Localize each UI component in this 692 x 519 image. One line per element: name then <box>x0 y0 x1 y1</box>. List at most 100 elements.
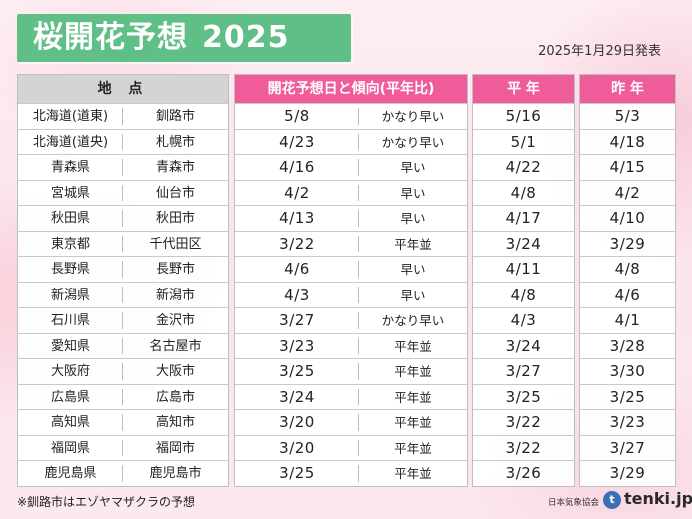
city-cell: 新潟市 <box>155 287 195 303</box>
forecast-date-cell: 4/6 <box>235 257 359 282</box>
forecast-date-cell: 3/25 <box>235 359 359 384</box>
table-row: 5/8 かなり早い <box>235 103 467 129</box>
table-row: 3/22 平年並 <box>235 230 467 257</box>
table-row: 長野県 長野市 <box>18 256 228 282</box>
prefecture-cell: 鹿児島県 <box>18 461 123 486</box>
normal-date-cell: 5/1 <box>510 132 537 151</box>
table-row: 3/26 <box>473 460 574 486</box>
table-row: 秋田県 秋田市 <box>18 205 228 231</box>
trend-cell: 平年並 <box>394 338 432 354</box>
forecast-date-cell: 3/20 <box>235 410 359 435</box>
city-cell: 金沢市 <box>155 313 195 328</box>
last-year-date-cell: 3/28 <box>609 336 646 355</box>
table-row: 3/24 <box>473 332 574 359</box>
normal-date-cell: 3/27 <box>505 362 542 380</box>
last-year-date-cell: 4/18 <box>609 132 646 151</box>
normal-date-cell: 4/17 <box>505 209 542 227</box>
table-row: 4/3 早い <box>235 281 467 308</box>
table-row: 4/8 <box>580 256 675 282</box>
title-text: 桜開花予想 <box>33 20 188 55</box>
table-row: 宮城県 仙台市 <box>18 179 228 206</box>
table-row: 4/10 <box>580 205 675 231</box>
prefecture-cell: 広島県 <box>18 385 123 410</box>
table-row: 石川県 金沢市 <box>18 307 228 333</box>
trend-cell: かなり早い <box>381 313 445 328</box>
city-cell: 釧路市 <box>155 109 195 124</box>
table-row: 4/8 <box>473 179 574 206</box>
location-column: 地 点 北海道(道東) 釧路市 北海道(道央) 札幌市 青森県 青森市 宮城県 仙台市 秋田県秋… <box>17 74 229 487</box>
last-year-date-cell: 3/29 <box>609 464 646 482</box>
forecast-date-cell: 4/16 <box>235 155 359 180</box>
table-row: 3/27 <box>473 358 574 384</box>
table-row: 4/2 <box>580 179 675 206</box>
table-row: 3/25 <box>473 383 574 410</box>
prefecture-cell: 青森県 <box>18 155 123 180</box>
prefecture-cell: 北海道(道東) <box>18 104 123 129</box>
normal-date-cell: 4/22 <box>505 158 542 176</box>
last-year-column: 昨 年 5/3 4/18 4/15 4/2 4/10 3/29 4/8 4/6 4/1 3/28 3… <box>579 74 676 487</box>
table-row: 4/8 <box>473 281 574 308</box>
table-row: 新潟県 新潟市 <box>18 281 228 308</box>
last-year-rows: 5/3 4/18 4/15 4/2 4/10 3/29 4/8 4/6 4/1 3/28 3/30 3… <box>580 103 675 486</box>
table-row: 4/11 <box>473 256 574 282</box>
table-row: 大阪府 大阪市 <box>18 358 228 384</box>
city-cell: 福岡市 <box>155 440 195 456</box>
tenki-logo-icon: t <box>603 491 621 509</box>
footnote: ※釧路市はエゾヤマザクラの予想 <box>17 495 196 509</box>
normal-date-cell: 3/26 <box>505 464 542 482</box>
forecast-date-cell: 3/24 <box>235 385 359 410</box>
normal-date-cell: 4/8 <box>510 183 537 202</box>
announce-date: 2025年1月29日発表 <box>538 44 661 59</box>
trend-cell: 平年並 <box>394 415 432 430</box>
table-row: 4/18 <box>580 128 675 155</box>
normal-column: 平 年 5/16 5/1 4/22 4/8 4/17 3/24 4/11 4/8 4/3 3/24… <box>472 74 575 487</box>
prefecture-cell: 新潟県 <box>18 283 123 308</box>
normal-header: 平 年 <box>473 75 574 103</box>
trend-cell: かなり早い <box>381 109 445 124</box>
prefecture-cell: 宮城県 <box>18 181 123 206</box>
forecast-date-cell: 3/22 <box>235 232 359 257</box>
last-year-date-cell: 4/2 <box>614 183 641 202</box>
city-cell: 仙台市 <box>155 185 195 201</box>
trend-cell: 早い <box>400 185 426 201</box>
table-row: 3/24 平年並 <box>235 383 467 410</box>
table-row: 3/29 <box>580 460 675 486</box>
forecast-header: 開花予想日と傾向(平年比) <box>235 75 467 103</box>
table-row: 4/3 <box>473 307 574 333</box>
table-row: 福岡県 福岡市 <box>18 434 228 461</box>
city-cell: 札幌市 <box>155 134 195 150</box>
table-row: 4/2 早い <box>235 179 467 206</box>
trend-cell: 早い <box>400 211 426 226</box>
last-year-date-cell: 3/29 <box>609 234 646 253</box>
prefecture-cell: 福岡県 <box>18 436 123 461</box>
forecast-date-cell: 4/13 <box>235 206 359 231</box>
last-year-date-cell: 4/6 <box>614 285 641 304</box>
normal-date-cell: 4/8 <box>510 285 537 304</box>
table-row: 高知県 高知市 <box>18 409 228 435</box>
trend-cell: 平年並 <box>394 389 432 405</box>
table-row: 北海道(道央) 札幌市 <box>18 128 228 155</box>
normal-date-cell: 4/11 <box>505 260 542 278</box>
city-cell: 名古屋市 <box>149 338 202 354</box>
prefecture-cell: 大阪府 <box>18 359 123 384</box>
table-row: 広島県 広島市 <box>18 383 228 410</box>
last-year-date-cell: 3/23 <box>609 413 646 431</box>
city-cell: 広島市 <box>155 389 195 405</box>
table-row: 3/25 <box>580 383 675 410</box>
prefecture-cell: 高知県 <box>18 410 123 435</box>
brand-label: tenki.jp <box>624 489 692 508</box>
table-row: 4/17 <box>473 205 574 231</box>
last-year-date-cell: 3/25 <box>609 387 646 406</box>
normal-date-cell: 3/24 <box>505 234 542 253</box>
table-row: 3/27 <box>580 434 675 461</box>
table-row: 4/6 <box>580 281 675 308</box>
table-row: 3/28 <box>580 332 675 359</box>
table-row: 5/1 <box>473 128 574 155</box>
table-row: 4/16 早い <box>235 154 467 180</box>
normal-date-cell: 5/16 <box>505 107 542 125</box>
city-cell: 秋田市 <box>155 211 195 226</box>
title-year: 2025 <box>202 20 290 55</box>
prefecture-cell: 東京都 <box>18 232 123 257</box>
table-row: 4/15 <box>580 154 675 180</box>
forecast-column: 開花予想日と傾向(平年比) 5/8 かなり早い 4/23 かなり早い 4/16 早い 4/2… <box>234 74 468 487</box>
